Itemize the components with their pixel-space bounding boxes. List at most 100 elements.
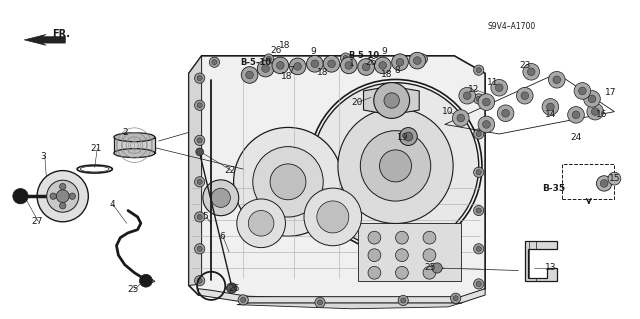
Circle shape	[423, 231, 436, 244]
Text: 15: 15	[609, 174, 620, 183]
Circle shape	[476, 281, 481, 286]
Circle shape	[497, 105, 514, 122]
Circle shape	[523, 63, 540, 80]
Circle shape	[212, 60, 217, 65]
Circle shape	[227, 283, 237, 293]
Text: 18: 18	[279, 41, 291, 50]
Circle shape	[404, 132, 413, 141]
Circle shape	[572, 111, 580, 119]
Polygon shape	[189, 56, 485, 303]
Circle shape	[542, 99, 559, 115]
Circle shape	[195, 177, 205, 187]
Polygon shape	[114, 137, 155, 153]
Bar	[562, 164, 614, 199]
Circle shape	[60, 183, 66, 190]
Circle shape	[401, 298, 406, 303]
Text: B-5-10: B-5-10	[348, 51, 379, 60]
Ellipse shape	[114, 149, 155, 158]
Circle shape	[527, 68, 535, 76]
Text: S9V4–A1700: S9V4–A1700	[488, 22, 536, 31]
Circle shape	[459, 87, 476, 104]
Circle shape	[453, 296, 458, 301]
Text: 5: 5	[202, 212, 207, 221]
Circle shape	[195, 244, 205, 254]
Circle shape	[209, 57, 220, 67]
Circle shape	[253, 147, 323, 217]
Text: 3: 3	[41, 152, 46, 161]
Circle shape	[588, 95, 596, 103]
Circle shape	[343, 56, 348, 61]
Circle shape	[262, 65, 269, 72]
Circle shape	[483, 98, 490, 106]
Text: 20: 20	[351, 98, 363, 107]
Circle shape	[358, 59, 374, 75]
Text: 24: 24	[570, 133, 582, 142]
Circle shape	[463, 92, 471, 100]
Text: 10: 10	[442, 107, 454, 116]
Circle shape	[195, 100, 205, 110]
Circle shape	[483, 121, 490, 128]
Text: 18: 18	[381, 70, 393, 79]
Text: 16: 16	[596, 110, 607, 119]
Text: B-35: B-35	[542, 184, 565, 193]
Circle shape	[272, 57, 289, 74]
Circle shape	[323, 56, 340, 72]
Circle shape	[237, 199, 285, 248]
Circle shape	[315, 297, 325, 308]
Text: B-5-10: B-5-10	[241, 58, 271, 67]
Circle shape	[476, 68, 481, 73]
Polygon shape	[358, 223, 461, 281]
Circle shape	[476, 131, 481, 137]
Circle shape	[451, 293, 461, 303]
Polygon shape	[525, 241, 557, 281]
Circle shape	[476, 96, 481, 101]
Circle shape	[196, 148, 204, 156]
Text: 9: 9	[381, 47, 387, 56]
Circle shape	[197, 179, 202, 184]
Circle shape	[264, 54, 274, 64]
Circle shape	[197, 278, 202, 283]
Circle shape	[238, 295, 248, 305]
Circle shape	[37, 171, 88, 222]
Circle shape	[413, 57, 421, 64]
Text: 25: 25	[127, 285, 139, 294]
Circle shape	[420, 56, 425, 62]
Circle shape	[197, 76, 202, 81]
Circle shape	[317, 201, 349, 233]
Circle shape	[197, 246, 202, 251]
Circle shape	[548, 71, 565, 88]
Text: 25: 25	[424, 263, 436, 272]
Circle shape	[368, 266, 381, 279]
Text: 2: 2	[122, 128, 127, 137]
Text: 18: 18	[317, 68, 329, 77]
Circle shape	[423, 266, 436, 279]
Text: 4: 4	[109, 200, 115, 209]
Text: FR.: FR.	[52, 29, 70, 40]
Text: 27: 27	[31, 217, 43, 226]
Circle shape	[241, 67, 258, 83]
Circle shape	[266, 56, 271, 62]
Circle shape	[516, 87, 533, 104]
Text: 26: 26	[271, 46, 282, 55]
Text: 17: 17	[605, 88, 617, 97]
Circle shape	[289, 58, 306, 75]
Text: 23: 23	[519, 61, 531, 70]
Circle shape	[457, 114, 465, 122]
Circle shape	[409, 52, 426, 69]
Text: 12: 12	[468, 85, 479, 94]
Circle shape	[476, 208, 481, 213]
Circle shape	[476, 246, 481, 251]
Circle shape	[368, 249, 381, 262]
Circle shape	[294, 63, 301, 70]
Circle shape	[474, 129, 484, 139]
Text: 8: 8	[394, 66, 399, 75]
Circle shape	[452, 110, 469, 126]
Circle shape	[197, 138, 202, 143]
Polygon shape	[189, 56, 202, 286]
Circle shape	[368, 231, 381, 244]
Text: 21: 21	[90, 144, 102, 153]
Circle shape	[553, 76, 561, 84]
Circle shape	[568, 107, 584, 123]
Circle shape	[579, 87, 586, 95]
Circle shape	[398, 295, 408, 306]
